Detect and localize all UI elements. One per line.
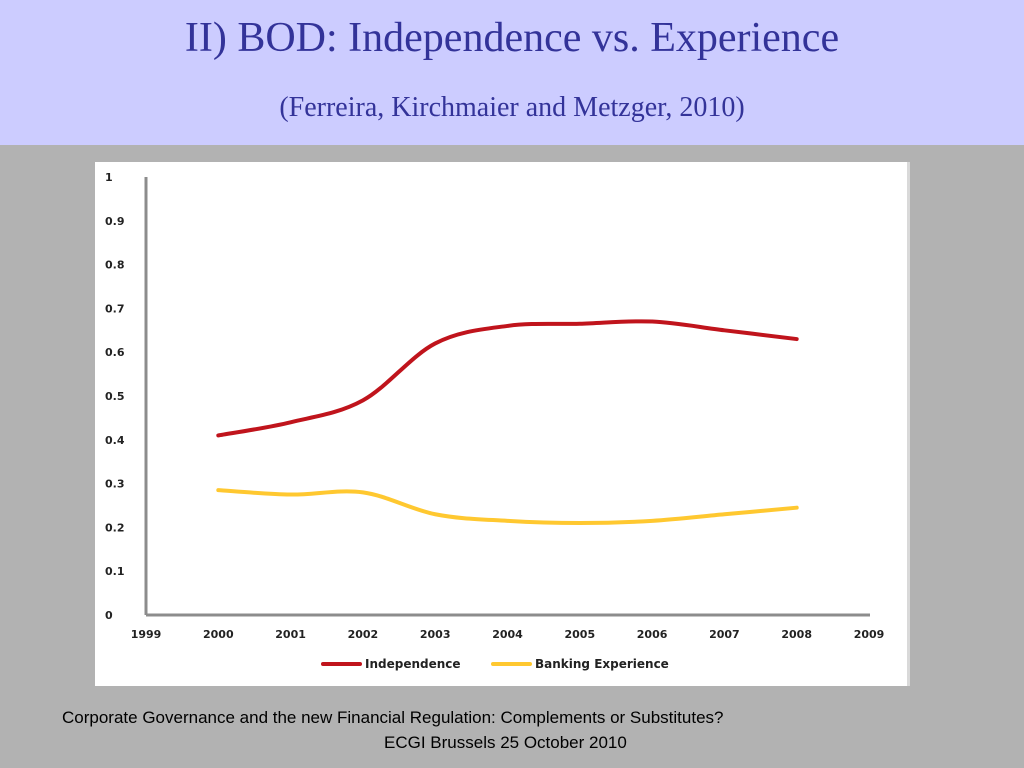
slide-title: II) BOD: Independence vs. Experience	[184, 15, 840, 61]
y-tick-label: 0.5	[105, 390, 125, 403]
y-tick-label: 0.9	[105, 215, 125, 228]
y-tick-label: 0.2	[105, 521, 125, 534]
x-tick-label: 2008	[781, 628, 812, 641]
y-tick-label: 0.6	[105, 346, 125, 359]
x-tick-label: 2006	[637, 628, 668, 641]
footer-event-date: ECGI Brussels 25 October 2010	[384, 733, 627, 752]
x-tick-label: 2003	[420, 628, 451, 641]
y-tick-label: 0.1	[105, 565, 125, 578]
x-tick-label: 2005	[564, 628, 595, 641]
y-tick-label: 0.4	[105, 434, 125, 447]
x-tick-label: 1999	[131, 628, 162, 641]
x-tick-label: 2009	[854, 628, 885, 641]
y-tick-label: 0	[105, 609, 113, 622]
y-tick-label: 0.3	[105, 478, 125, 491]
y-tick-label: 0.8	[105, 259, 125, 272]
slide-header: II) BOD: Independence vs. Experience (Fe…	[0, 0, 1024, 145]
legend-label-banking-experience: Banking Experience	[535, 657, 669, 671]
x-tick-label: 2000	[203, 628, 234, 641]
legend-label-independence: Independence	[365, 657, 461, 671]
y-tick-label: 0.7	[105, 302, 125, 315]
x-tick-label: 2001	[275, 628, 306, 641]
x-tick-label: 2004	[492, 628, 523, 641]
series-line-banking-experience	[216, 488, 799, 526]
slide-subtitle: (Ferreira, Kirchmaier and Metzger, 2010)	[279, 92, 745, 123]
chart-panel: 0 0.1 0.2 0.3 0.4 0.5 0.6 0.7 0.8 0.9 1 1999 2000 200…	[95, 162, 910, 686]
x-tick-label: 2007	[709, 628, 740, 641]
footer-conference-title: Corporate Governance and the new Financi…	[62, 708, 724, 727]
y-tick-label: 1	[105, 171, 113, 184]
x-tick-label: 2002	[348, 628, 379, 641]
series-line-independence	[216, 319, 799, 438]
line-chart: 0 0.1 0.2 0.3 0.4 0.5 0.6 0.7 0.8 0.9 1 1999 2000 200…	[105, 171, 885, 671]
